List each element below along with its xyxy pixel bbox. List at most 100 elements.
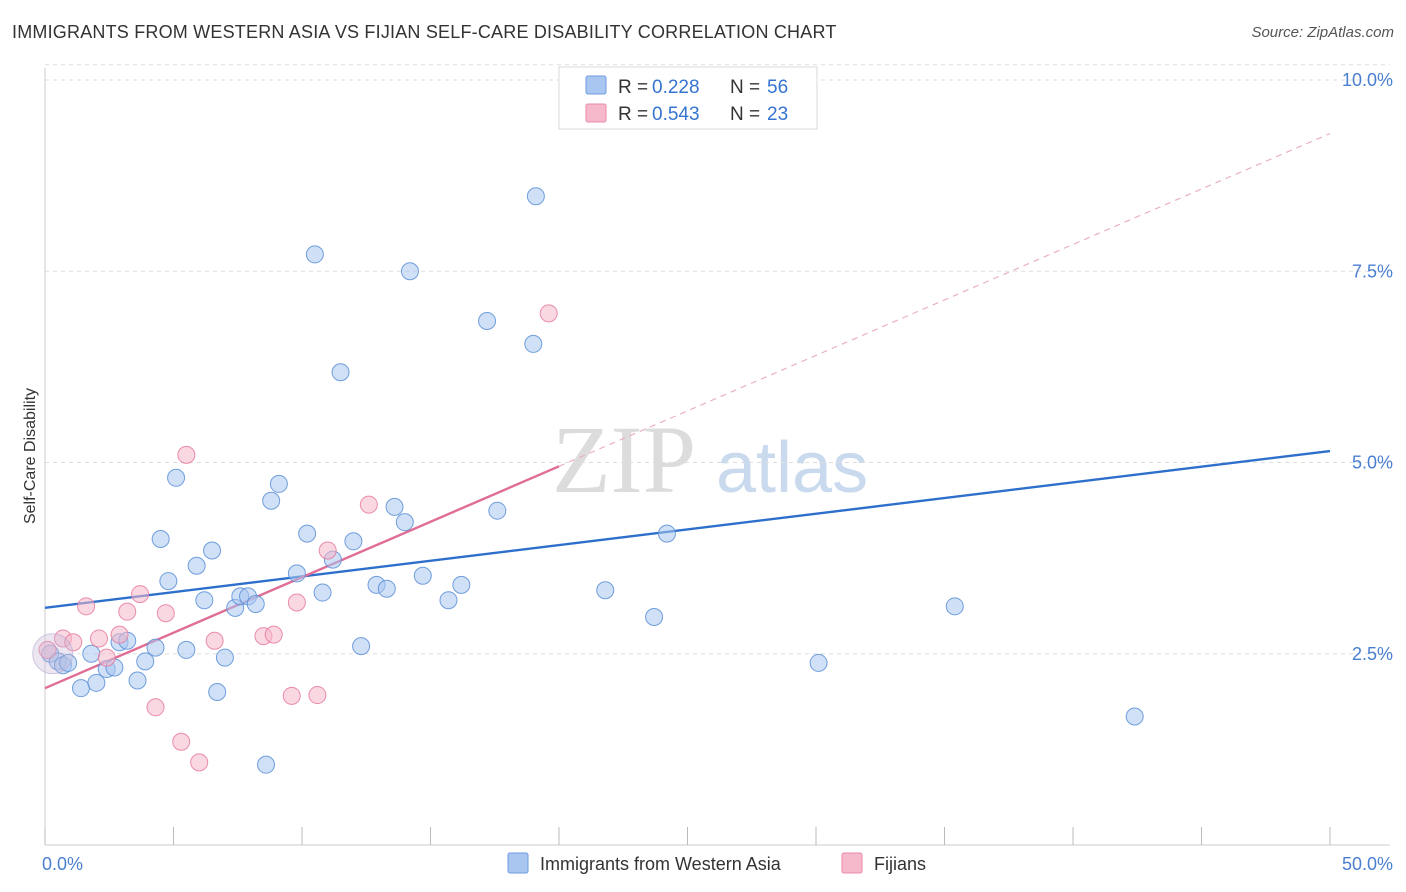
data-point-western-asia	[478, 311, 497, 330]
data-point-fijians	[177, 445, 196, 464]
data-point-western-asia	[452, 575, 471, 594]
data-point-western-asia	[945, 597, 964, 616]
data-point-fijians	[287, 593, 306, 612]
data-point-fijians	[172, 732, 191, 751]
data-point-western-asia	[305, 245, 324, 264]
legend-n-label-2: N =	[730, 104, 760, 125]
data-point-western-asia	[596, 581, 615, 600]
legend-n-value-1: 56	[767, 77, 788, 98]
legend-r-value-2: 0.543	[652, 104, 700, 125]
data-point-fijians	[359, 495, 378, 514]
data-point-western-asia	[298, 524, 317, 543]
data-point-fijians	[64, 633, 83, 652]
data-point-fijians	[190, 753, 209, 772]
source-credit: Source: ZipAtlas.com	[1251, 24, 1394, 41]
legend: R = 0.228 N = 56 R = 0.543 N = 23	[558, 66, 818, 130]
data-point-western-asia	[377, 579, 396, 598]
data-point-western-asia	[400, 262, 419, 281]
x-tick-label: 50.0%	[1342, 854, 1393, 874]
watermark-zip: ZIP	[552, 406, 696, 513]
data-point-fijians	[131, 585, 150, 604]
trend-line-extension-1	[558, 132, 1331, 467]
data-point-fijians	[89, 629, 108, 648]
data-point-western-asia	[439, 591, 458, 610]
data-point-western-asia	[177, 640, 196, 659]
data-points	[32, 187, 1144, 774]
data-point-western-asia	[167, 468, 186, 487]
y-tick-label: 5.0%	[1352, 453, 1393, 473]
y-tick-labels: 2.5% 5.0% 7.5% 10.0%	[1342, 70, 1393, 664]
legend-swatch-pink	[585, 103, 607, 123]
data-point-western-asia	[208, 683, 227, 701]
data-point-fijians	[318, 541, 337, 560]
legend-r-value-1: 0.228	[652, 77, 700, 98]
data-point-western-asia	[331, 363, 350, 382]
data-point-fijians	[97, 648, 116, 667]
data-point-western-asia	[809, 653, 828, 672]
bottom-legend: Immigrants from Western Asia Fijians	[507, 852, 926, 874]
legend-n-label-1: N =	[730, 77, 760, 98]
data-point-western-asia	[657, 524, 676, 543]
data-point-western-asia	[146, 638, 165, 657]
data-point-western-asia	[344, 532, 363, 551]
bottom-legend-label-pink: Fijians	[874, 854, 926, 874]
data-point-fijians	[282, 686, 301, 705]
data-point-fijians	[156, 604, 175, 623]
legend-swatch-blue	[585, 75, 607, 95]
data-point-western-asia	[524, 334, 543, 353]
data-point-western-asia	[151, 530, 170, 548]
data-point-western-asia	[488, 501, 507, 520]
gridlines	[45, 64, 1390, 655]
data-point-western-asia	[246, 595, 265, 614]
data-point-western-asia	[385, 497, 404, 516]
data-point-western-asia	[526, 187, 545, 206]
legend-r-label-1: R =	[618, 77, 648, 98]
y-tick-label: 2.5%	[1352, 644, 1393, 664]
data-point-fijians	[77, 597, 96, 616]
y-axis-label: Self-Care Disability	[22, 388, 39, 524]
axes	[44, 68, 1390, 846]
data-point-western-asia	[215, 648, 234, 667]
chart-title: IMMIGRANTS FROM WESTERN ASIA VS FIJIAN S…	[12, 22, 837, 42]
watermark-atlas: atlas	[716, 428, 868, 508]
bottom-legend-swatch-pink	[841, 852, 863, 874]
data-point-western-asia	[352, 637, 371, 656]
data-point-western-asia	[645, 608, 664, 627]
y-tick-label: 10.0%	[1342, 70, 1393, 90]
legend-r-label-2: R =	[618, 104, 648, 125]
data-point-western-asia	[203, 541, 222, 560]
data-point-western-asia	[136, 652, 155, 671]
data-point-fijians	[539, 304, 558, 323]
data-point-fijians	[146, 698, 165, 717]
x-tick-labels: 0.0% 50.0%	[42, 854, 1393, 874]
data-point-western-asia	[195, 591, 214, 610]
data-point-fijians	[264, 625, 283, 644]
data-point-western-asia	[413, 566, 432, 585]
data-point-western-asia	[71, 679, 90, 698]
data-point-fijians	[205, 631, 224, 650]
data-point-cluster	[32, 633, 74, 675]
x-tick-label: 0.0%	[42, 854, 83, 874]
bottom-legend-label-blue: Immigrants from Western Asia	[540, 854, 782, 874]
data-point-western-asia	[187, 556, 206, 575]
data-point-western-asia	[313, 583, 332, 602]
data-point-western-asia	[257, 755, 276, 774]
bottom-legend-swatch-blue	[507, 852, 529, 874]
data-point-western-asia	[395, 513, 414, 532]
data-point-fijians	[38, 640, 57, 659]
y-tick-label: 7.5%	[1352, 261, 1393, 281]
data-point-western-asia	[1125, 707, 1144, 726]
trend-line-0	[44, 449, 1331, 610]
data-point-western-asia	[128, 671, 147, 690]
data-point-fijians	[308, 686, 327, 705]
data-point-western-asia	[287, 564, 306, 583]
data-point-western-asia	[262, 491, 281, 510]
data-point-western-asia	[87, 673, 106, 692]
data-point-western-asia	[82, 644, 101, 663]
data-point-fijians	[118, 602, 137, 621]
legend-n-value-2: 23	[767, 104, 788, 125]
data-point-fijians	[110, 625, 129, 644]
data-point-western-asia	[159, 572, 178, 591]
data-point-western-asia	[269, 474, 288, 493]
